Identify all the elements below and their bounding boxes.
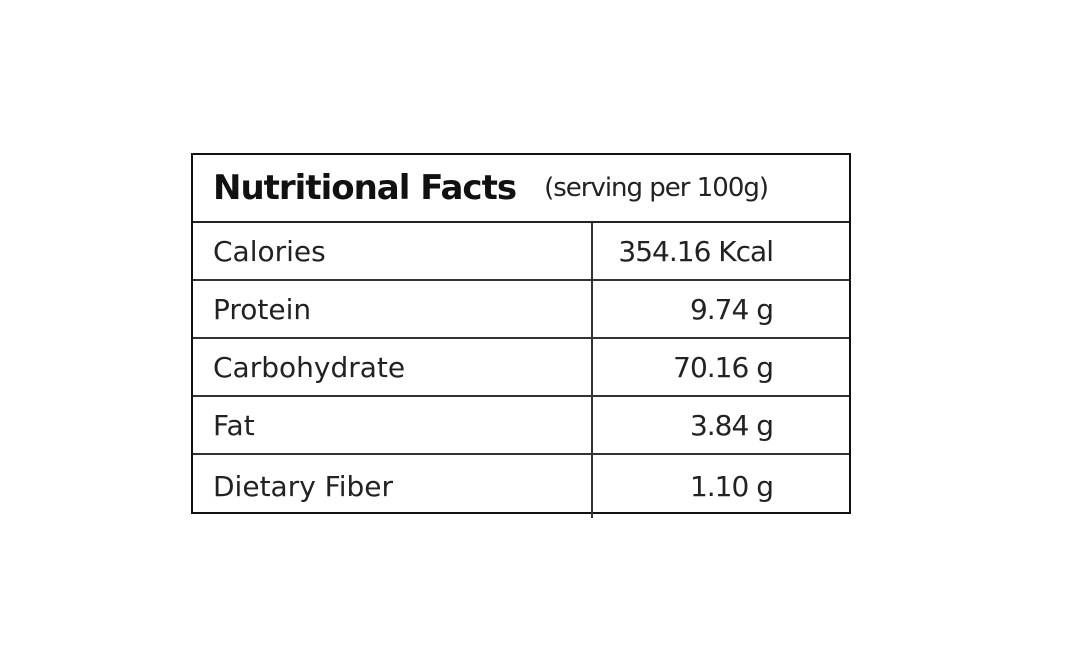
nutrient-value: 3.84 g xyxy=(689,408,774,442)
title: Nutritional Facts xyxy=(213,168,517,208)
rows: Calories 354.16 Kcal Protein 9.74 g Carbohyd… xyxy=(193,223,849,518)
table-row: Calories 354.16 Kcal xyxy=(193,223,849,281)
nutrient-name: Fat xyxy=(193,397,593,453)
nutrition-table: Nutritional Facts (serving per 100g) Cal… xyxy=(191,153,851,518)
nutrient-value: 1.10 g xyxy=(689,470,774,503)
table-header: Nutritional Facts (serving per 100g) xyxy=(193,155,849,223)
nutrient-name: Carbohydrate xyxy=(193,339,593,395)
nutrient-value: 70.16 g xyxy=(673,350,774,384)
table-row: Fat 3.84 g xyxy=(193,397,849,455)
table-row: Carbohydrate 70.16 g xyxy=(193,339,849,397)
table-row: Dietary Fiber 1.10 g xyxy=(193,455,849,518)
subtitle: (serving per 100g) xyxy=(544,173,769,203)
nutrient-name: Dietary Fiber xyxy=(193,455,593,518)
nutrient-name: Calories xyxy=(193,223,593,279)
table-row: Protein 9.74 g xyxy=(193,281,849,339)
nutrient-value: 9.74 g xyxy=(689,292,774,326)
nutrient-value: 354.16 Kcal xyxy=(618,234,774,268)
nutrient-name: Protein xyxy=(193,281,593,337)
